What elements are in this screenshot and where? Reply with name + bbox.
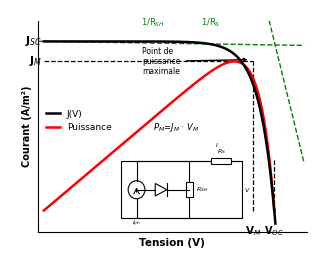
Text: J$_{SC}$: J$_{SC}$ — [26, 34, 43, 48]
J(V) — [179, 40, 183, 43]
Text: J$_{M}$: J$_{M}$ — [29, 54, 43, 68]
Line: Puissance: Puissance — [44, 62, 274, 210]
Text: Point de
puissance
maximale: Point de puissance maximale — [142, 46, 246, 76]
Puissance — [232, 60, 236, 63]
Text: V$_{M}$: V$_{M}$ — [245, 224, 261, 238]
Text: P$_{M}$=J$_{M}$ · V$_{M}$: P$_{M}$=J$_{M}$ · V$_{M}$ — [153, 120, 198, 134]
Y-axis label: Courant (A/m²): Courant (A/m²) — [22, 86, 32, 167]
Legend: J(V), Puissance: J(V), Puissance — [42, 106, 115, 136]
J(V) — [231, 51, 234, 54]
J(V) — [272, 209, 276, 212]
Puissance — [272, 209, 276, 212]
J(V) — [153, 40, 156, 43]
Text: V$_{OC}$: V$_{OC}$ — [264, 224, 284, 238]
J(V) — [167, 40, 170, 43]
Text: 1/R$_{SH}$: 1/R$_{SH}$ — [141, 16, 165, 29]
J(V) — [151, 40, 155, 43]
Puissance — [151, 116, 155, 120]
Text: 1/R$_{S}$: 1/R$_{S}$ — [201, 16, 221, 29]
Puissance — [179, 93, 183, 96]
J(V) — [267, 158, 270, 161]
Puissance — [231, 60, 234, 63]
Puissance — [153, 115, 156, 118]
Puissance — [167, 103, 170, 107]
Line: J(V): J(V) — [44, 41, 274, 210]
J(V) — [42, 40, 46, 43]
X-axis label: Tension (V): Tension (V) — [139, 238, 205, 248]
Puissance — [267, 155, 271, 159]
Puissance — [42, 209, 46, 212]
